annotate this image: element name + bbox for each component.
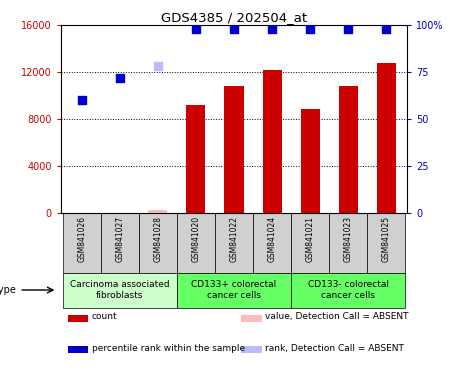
Text: GSM841023: GSM841023: [344, 216, 353, 262]
Point: [269, 26, 276, 32]
Text: GSM841025: GSM841025: [382, 216, 391, 262]
Point: [192, 26, 199, 32]
Point: [306, 26, 314, 32]
Point: [345, 26, 352, 32]
Text: GSM841024: GSM841024: [268, 216, 277, 262]
Bar: [110, 213, 129, 214]
Point: [116, 74, 123, 81]
Bar: [215, 214, 253, 273]
Text: cell type: cell type: [0, 285, 16, 295]
Bar: [291, 273, 405, 308]
Text: CD133- colorectal
cancer cells: CD133- colorectal cancer cells: [308, 280, 389, 300]
Text: GSM841020: GSM841020: [191, 216, 200, 262]
Point: [382, 26, 390, 32]
Text: count: count: [92, 313, 117, 321]
Bar: [339, 86, 358, 214]
Point: [78, 97, 86, 103]
Bar: [101, 214, 139, 273]
Bar: [241, 315, 262, 322]
Text: Carcinoma associated
fibroblasts: Carcinoma associated fibroblasts: [70, 280, 170, 300]
Text: GSM841021: GSM841021: [306, 216, 315, 262]
Text: GSM841022: GSM841022: [230, 216, 238, 262]
Bar: [63, 214, 101, 273]
Bar: [177, 273, 291, 308]
Bar: [63, 273, 177, 308]
Bar: [68, 315, 89, 322]
Bar: [186, 105, 206, 214]
Text: GSM841028: GSM841028: [153, 216, 162, 262]
Point: [230, 26, 238, 32]
Bar: [291, 214, 329, 273]
Bar: [377, 63, 396, 214]
Bar: [329, 214, 367, 273]
Text: GSM841027: GSM841027: [115, 216, 124, 262]
Bar: [225, 86, 243, 214]
Bar: [241, 346, 262, 353]
Text: percentile rank within the sample: percentile rank within the sample: [92, 344, 245, 353]
Bar: [367, 214, 405, 273]
Bar: [68, 346, 89, 353]
Bar: [262, 70, 282, 214]
Text: GSM841026: GSM841026: [77, 216, 86, 262]
Bar: [139, 214, 177, 273]
Bar: [148, 210, 167, 214]
Bar: [253, 214, 291, 273]
Text: CD133+ colorectal
cancer cells: CD133+ colorectal cancer cells: [191, 280, 277, 300]
Title: GDS4385 / 202504_at: GDS4385 / 202504_at: [161, 11, 307, 24]
Text: value, Detection Call = ABSENT: value, Detection Call = ABSENT: [265, 313, 409, 321]
Bar: [301, 109, 320, 214]
Text: rank, Detection Call = ABSENT: rank, Detection Call = ABSENT: [265, 344, 404, 353]
Bar: [177, 214, 215, 273]
Point: [154, 63, 162, 70]
